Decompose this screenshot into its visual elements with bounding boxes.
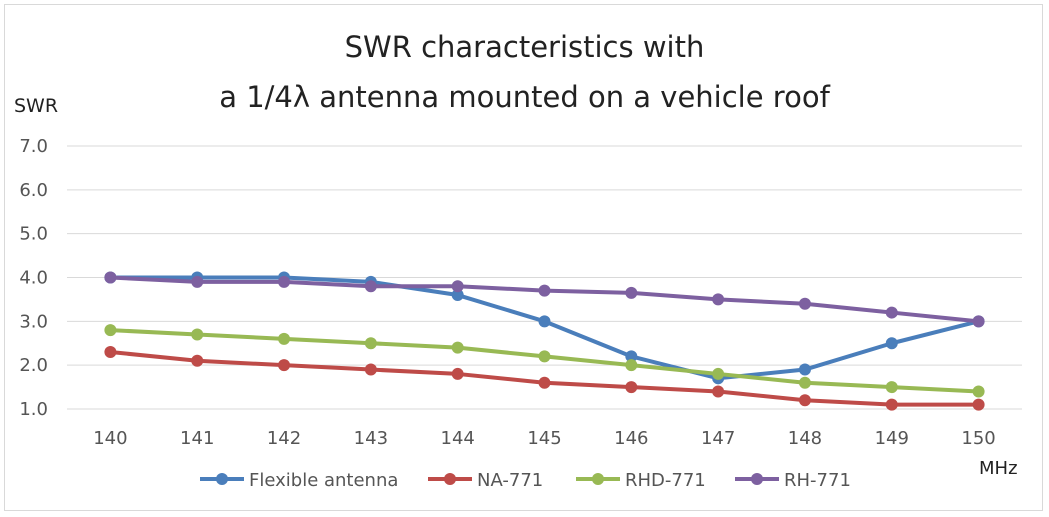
data-point (885, 398, 898, 411)
y-axis-label: SWR (14, 95, 59, 117)
data-point (278, 332, 291, 345)
data-point (625, 350, 638, 363)
x-tick-label: 145 (527, 428, 561, 449)
y-tick-label: 4.0 (19, 268, 48, 289)
data-point (798, 376, 811, 389)
data-point (625, 381, 638, 394)
chart-title-line1: SWR characteristics with (344, 30, 705, 64)
data-point (538, 284, 551, 297)
x-tick-label: 147 (701, 428, 735, 449)
y-tick-label: 3.0 (19, 311, 48, 332)
data-point (451, 341, 464, 354)
legend-label: RH-771 (784, 470, 851, 491)
legend-swatch-marker (751, 473, 763, 485)
data-point (972, 398, 985, 411)
data-point (191, 354, 204, 367)
x-tick-label: 140 (93, 428, 127, 449)
data-point (451, 280, 464, 293)
data-point (712, 385, 725, 398)
data-point (972, 315, 985, 328)
data-point (364, 337, 377, 350)
data-point (278, 275, 291, 288)
data-point (451, 289, 464, 302)
legend-swatch-marker (444, 473, 456, 485)
data-point (104, 324, 117, 337)
legend-label: RHD-771 (625, 470, 706, 491)
data-point (972, 385, 985, 398)
data-point (364, 363, 377, 376)
data-point (538, 350, 551, 363)
data-point (104, 346, 117, 359)
x-tick-label: 149 (875, 428, 909, 449)
legend-label: NA-771 (477, 470, 543, 491)
data-point (364, 280, 377, 293)
x-axis-unit-label: MHz (979, 458, 1018, 479)
legend-label: Flexible antenna (249, 470, 398, 491)
data-point (798, 297, 811, 310)
data-point (451, 367, 464, 380)
data-point (885, 306, 898, 319)
data-point (538, 315, 551, 328)
data-point (712, 293, 725, 306)
data-point (191, 328, 204, 341)
data-point (625, 286, 638, 299)
data-point (798, 394, 811, 407)
y-tick-label: 2.0 (19, 355, 48, 376)
x-tick-label: 146 (614, 428, 648, 449)
data-point (191, 275, 204, 288)
series-line-rh-771 (110, 275, 979, 324)
y-tick-label: 7.0 (19, 136, 48, 157)
x-tick-label: 143 (354, 428, 388, 449)
y-tick-label: 6.0 (19, 180, 48, 201)
data-point (798, 363, 811, 376)
x-tick-label: 150 (961, 428, 995, 449)
x-tick-label: 148 (788, 428, 822, 449)
x-tick-label: 142 (267, 428, 301, 449)
y-tick-label: 5.0 (19, 224, 48, 245)
data-point (712, 367, 725, 380)
data-point (885, 337, 898, 350)
x-tick-label: 144 (441, 428, 475, 449)
data-point (885, 381, 898, 394)
y-tick-label: 1.0 (19, 399, 48, 420)
x-tick-label: 141 (180, 428, 214, 449)
data-point (278, 359, 291, 372)
data-point (538, 376, 551, 389)
data-point (625, 359, 638, 372)
legend-swatch-marker (216, 473, 228, 485)
data-point (104, 271, 117, 284)
chart-title-line2: a 1/4λ antenna mounted on a vehicle roof (219, 80, 830, 114)
legend-swatch-marker (592, 473, 604, 485)
chart-frame (4, 4, 1043, 511)
